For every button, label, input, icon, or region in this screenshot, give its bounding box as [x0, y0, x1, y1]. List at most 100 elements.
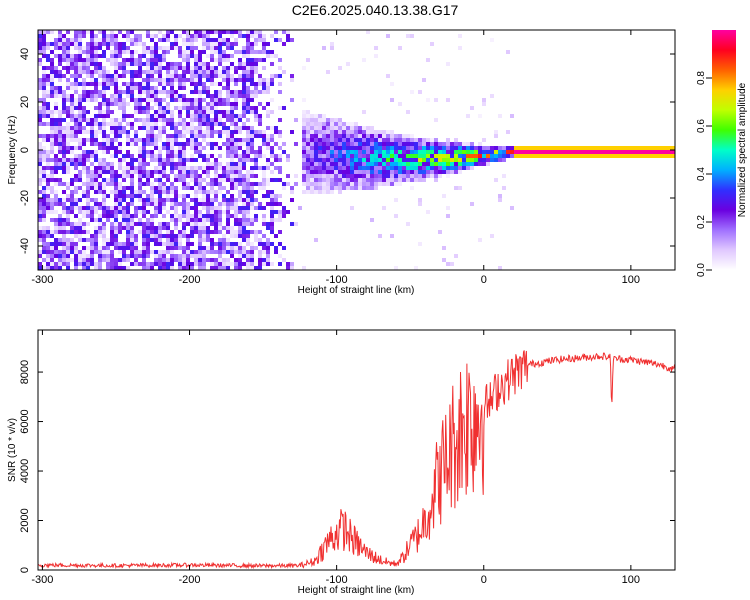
spectrogram-cell — [426, 138, 430, 142]
spectrogram-cell — [574, 154, 578, 158]
spectrogram-cell — [214, 210, 218, 214]
spectrogram-cell — [586, 146, 590, 150]
spectrogram-cell — [94, 46, 98, 50]
spectrogram-cell — [70, 94, 74, 98]
spectrogram-cell — [194, 38, 198, 42]
spectrogram-cell — [226, 78, 230, 82]
spectrogram-cell — [238, 174, 242, 178]
spectrogram-cell — [126, 170, 130, 174]
spectrogram-cell — [246, 146, 250, 150]
spectrogram-cell — [278, 214, 282, 218]
spectrogram-cell — [38, 262, 42, 266]
spectrogram-cell — [98, 186, 102, 190]
spectrogram-cell — [58, 178, 62, 182]
spectrogram-cell — [86, 50, 90, 54]
spectrogram-cell — [274, 202, 278, 206]
spectrogram-cell — [234, 178, 238, 182]
spectrogram-cell — [78, 230, 82, 234]
spectrogram-cell — [98, 30, 102, 34]
spectrogram-cell — [122, 242, 126, 246]
spectrogram-cell — [242, 34, 246, 38]
spectrogram-cell — [138, 154, 142, 158]
spectrogram-cell — [50, 62, 54, 66]
spectrogram-cell — [174, 186, 178, 190]
spectrogram-cell — [150, 190, 154, 194]
spectrogram-cell — [122, 186, 126, 190]
spectrogram-cell — [78, 74, 82, 78]
spectrogram-cell — [382, 182, 386, 186]
spectrogram-cell — [82, 258, 86, 262]
spectrogram-cell — [218, 34, 222, 38]
spectrogram-cell — [262, 86, 266, 90]
spectrogram-cell — [42, 110, 46, 114]
spectrogram-cell — [86, 150, 90, 154]
spectrogram-cell — [114, 62, 118, 66]
spectrogram-cell — [102, 214, 106, 218]
spectrogram-cell — [106, 238, 110, 242]
spectrogram-cell — [302, 122, 306, 126]
spectrogram-cell — [354, 134, 358, 138]
spectrogram-cell — [202, 194, 206, 198]
spectrogram-cell — [150, 158, 154, 162]
spectrogram-cell — [50, 206, 54, 210]
spectrogram-cell — [74, 198, 78, 202]
spectrogram-cell — [162, 162, 166, 166]
spectrogram-cell — [162, 130, 166, 134]
spectrogram-cell — [362, 142, 366, 146]
spectrogram-cell — [130, 166, 134, 170]
spectrogram-cell — [66, 110, 70, 114]
spectrogram-cell — [178, 154, 182, 158]
spectrogram-cell — [158, 70, 162, 74]
spectrogram-cell — [162, 58, 166, 62]
spectrogram-cell — [566, 154, 570, 158]
spectrogram-cell — [94, 118, 98, 122]
spectrogram-cell — [134, 246, 138, 250]
spectrogram-cell — [102, 118, 106, 122]
spectrogram-cell — [234, 242, 238, 246]
spectrogram-cell — [250, 150, 254, 154]
spectrogram-cell — [178, 230, 182, 234]
spectrogram-cell — [534, 146, 538, 150]
spectrogram-cell — [222, 50, 226, 54]
spectrogram-cell — [158, 238, 162, 242]
spectrogram-cell — [66, 222, 70, 226]
spectrogram-cell — [238, 206, 242, 210]
spectrogram-cell — [78, 38, 82, 42]
spectrogram-cell — [450, 150, 454, 154]
spectrogram-cell — [178, 162, 182, 166]
spectrogram-cell — [270, 218, 274, 222]
spectrogram-cell — [42, 202, 46, 206]
spectrogram-cell — [366, 158, 370, 162]
spectrogram-cell — [86, 74, 90, 78]
spectrogram-cell — [422, 178, 426, 182]
spectrogram-cell — [254, 118, 258, 122]
spectrogram-cell — [210, 178, 214, 182]
spectrogram-cell — [310, 138, 314, 142]
spectrogram-cell — [202, 34, 206, 38]
spectrogram-cell — [626, 150, 630, 154]
spectrogram-cell — [58, 118, 62, 122]
spectrogram-cell — [546, 150, 550, 154]
spectrogram-cell — [398, 46, 402, 50]
spectrogram-cell — [166, 150, 170, 154]
spectrogram-y-tick-label: 40 — [19, 48, 31, 60]
spectrogram-cell — [214, 226, 218, 230]
spectrogram-cell — [122, 166, 126, 170]
spectrogram-cell — [486, 158, 490, 162]
spectrogram-cell — [42, 226, 46, 230]
snr-x-tick-label: 100 — [622, 574, 640, 586]
spectrogram-cell — [194, 202, 198, 206]
spectrogram-cell — [222, 38, 226, 42]
spectrogram-cell — [134, 210, 138, 214]
spectrogram-cell — [158, 54, 162, 58]
spectrogram-cell — [398, 134, 402, 138]
spectrogram-cell — [218, 246, 222, 250]
spectrogram-cell — [466, 146, 470, 150]
spectrogram-cell — [286, 154, 290, 158]
spectrogram-cell — [54, 122, 58, 126]
spectrogram-cell — [230, 234, 234, 238]
spectrogram-cell — [282, 182, 286, 186]
spectrogram-cell — [74, 186, 78, 190]
spectrogram-cell — [530, 154, 534, 158]
spectrogram-x-tick-label: -300 — [31, 274, 53, 286]
